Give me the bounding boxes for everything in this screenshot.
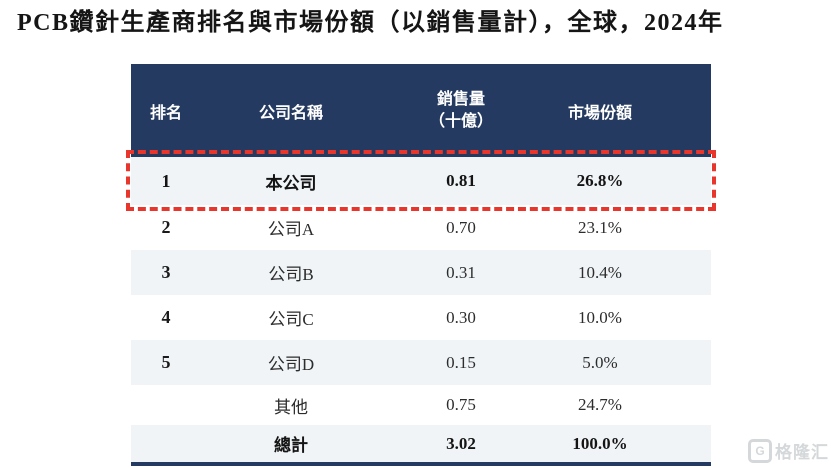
header-sales-line2: （十億） — [428, 112, 493, 130]
gelonghui-watermark-label: 格隆汇 — [775, 443, 829, 462]
table-row: 2 公司A 0.70 23.1% — [131, 205, 711, 250]
cell-company: 其他 — [274, 397, 308, 417]
table-body: 1 本公司 0.81 26.8% 2 公司A 0.70 23.1% 3 公司B 0.31 10.4% 4… — [126, 150, 716, 462]
header-rank: 排名 — [149, 104, 182, 122]
cell-share: 24.7% — [578, 395, 622, 414]
cell-sales: 0.81 — [446, 171, 476, 190]
page-title: PCB鑽針生產商排名與市場份額（以銷售量計），全球，2024年 — [17, 10, 724, 36]
table-row: 4 公司C 0.30 10.0% — [131, 295, 711, 340]
cell-share: 26.8% — [576, 171, 624, 190]
cell-share: 5.0% — [582, 352, 618, 372]
table-row: 3 公司B 0.31 10.4% — [131, 250, 711, 295]
cell-rank: 2 — [161, 217, 171, 237]
cell-company: 公司C — [268, 310, 314, 329]
cell-sales: 0.70 — [446, 217, 476, 237]
header-company: 公司名稱 — [258, 104, 323, 122]
cell-share: 100.0% — [572, 433, 628, 453]
cell-company: 公司B — [268, 265, 314, 284]
cell-rank: 1 — [161, 170, 171, 191]
ranking-table: 排名 公司名稱 銷售量 （十億） 市場份額 1 本公司 0.81 26.8% 2 公司A 0… — [126, 64, 716, 466]
cell-share: 23.1% — [578, 217, 622, 237]
table-header-row: 排名 公司名稱 銷售量 （十億） 市場份額 — [131, 64, 711, 157]
table-row: 1 本公司 0.81 26.8% — [126, 150, 716, 211]
cell-share: 10.0% — [578, 307, 622, 327]
cell-rank: 4 — [161, 307, 171, 327]
cell-company: 總計 — [274, 436, 308, 455]
cell-sales: 3.02 — [446, 433, 476, 453]
cell-sales: 0.15 — [446, 352, 476, 372]
table-row: 其他 0.75 24.7% — [131, 385, 711, 425]
cell-sales: 0.30 — [446, 307, 476, 327]
cell-rank: 3 — [161, 262, 171, 282]
header-sales-line1: 銷售量 — [436, 90, 485, 108]
table-row: 5 公司D 0.15 5.0% — [131, 340, 711, 385]
cell-sales: 0.31 — [446, 262, 476, 282]
cell-company: 公司A — [267, 220, 315, 239]
cell-rank: 5 — [161, 352, 171, 372]
cell-share: 10.4% — [578, 262, 622, 282]
cell-sales: 0.75 — [446, 395, 476, 414]
header-share: 市場份額 — [567, 104, 632, 122]
table-row: 總計 3.02 100.0% — [131, 425, 711, 462]
cell-company: 公司D — [267, 355, 315, 374]
gelonghui-watermark: G 格隆汇 — [748, 438, 829, 463]
cell-company: 本公司 — [265, 173, 317, 193]
gelonghui-logo-icon: G — [748, 438, 772, 463]
header-sales: 銷售量 （十億） — [381, 89, 541, 132]
